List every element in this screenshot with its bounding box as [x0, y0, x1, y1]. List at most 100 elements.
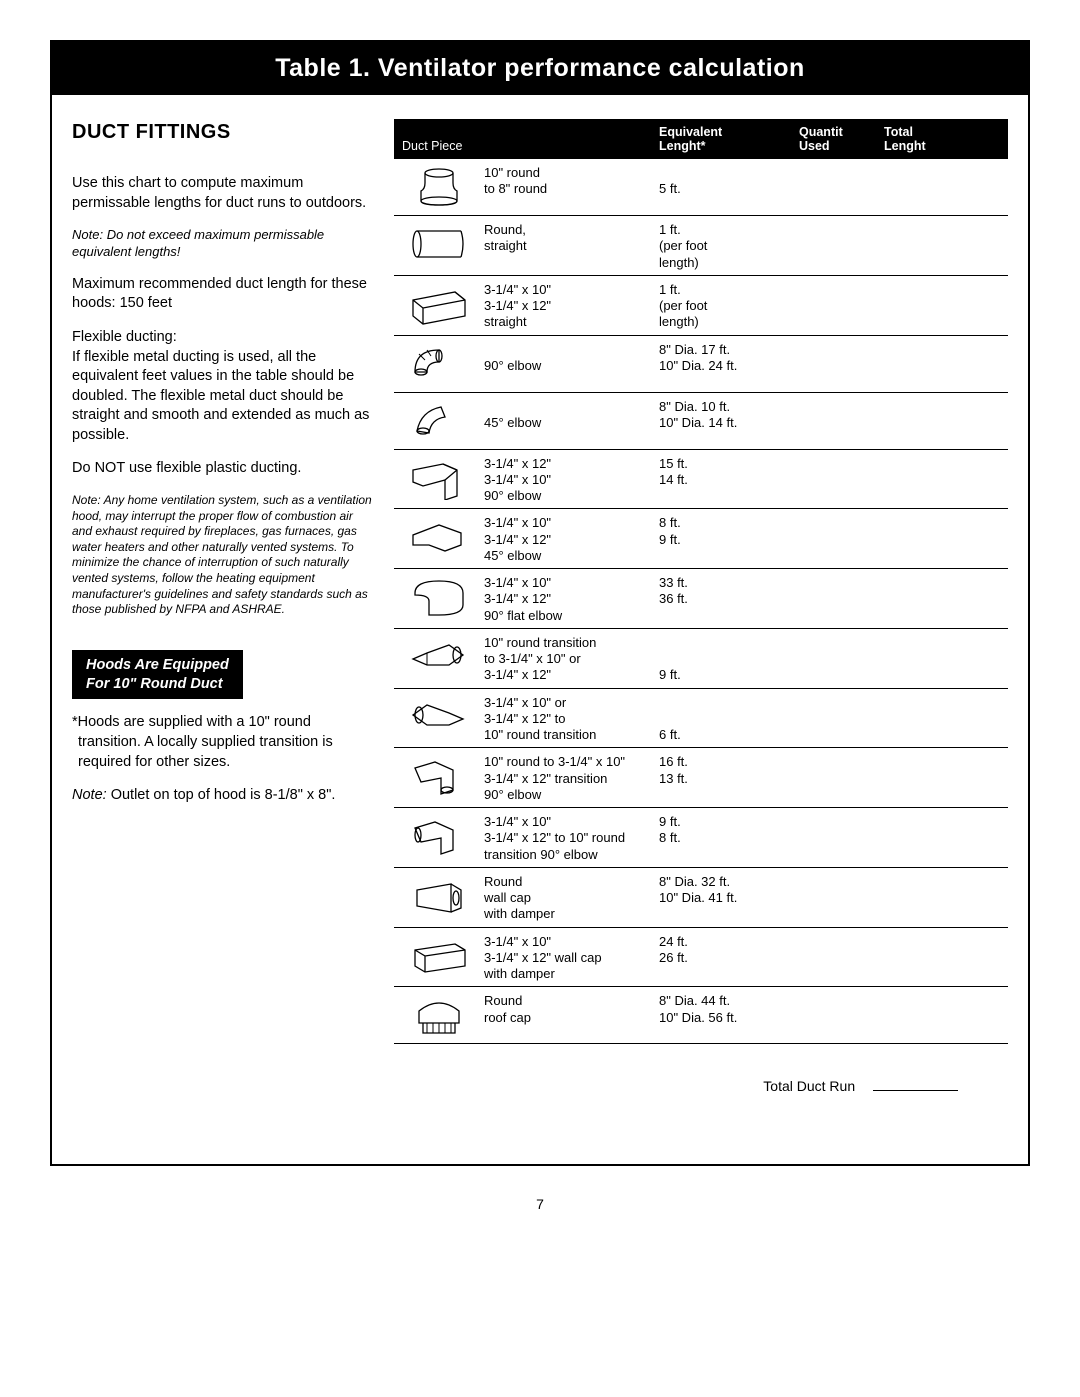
- equivalent-length: 15 ft. 14 ft.: [659, 454, 799, 489]
- table-row: 3-1/4" x 10" 3-1/4" x 12" 45° elbow8 ft.…: [394, 509, 1008, 569]
- duct-piece-icon-cell: [394, 280, 484, 328]
- content-area: DUCT FITTINGS Use this chart to compute …: [52, 95, 1028, 1164]
- table-row: 45° elbow8" Dia. 10 ft. 10" Dia. 14 ft.: [394, 393, 1008, 450]
- table-row: Round wall cap with damper8" Dia. 32 ft.…: [394, 868, 1008, 928]
- section-heading: DUCT FITTINGS: [72, 119, 372, 146]
- header-eq-l2: Lenght*: [659, 139, 706, 153]
- table-body: 10" round to 8" round 5 ft.Round, straig…: [394, 159, 1008, 1044]
- duct-piece-icon-cell: [394, 573, 484, 621]
- duct-piece-icon-cell: [394, 397, 484, 445]
- equivalent-length: 8" Dia. 44 ft. 10" Dia. 56 ft.: [659, 991, 799, 1026]
- hoods-box-line2: For 10" Round Duct: [86, 676, 223, 692]
- equivalent-length: 16 ft. 13 ft.: [659, 752, 799, 787]
- table-header: Duct Piece Equivalent Lenght* Quantit Us…: [394, 119, 1008, 159]
- hoods-box-line1: Hoods Are Equipped: [86, 657, 229, 673]
- duct-piece-description: Round wall cap with damper: [484, 872, 659, 923]
- note-3: Note: Outlet on top of hood is 8-1/8" x …: [72, 786, 372, 806]
- table-row: 3-1/4" x 10" 3-1/4" x 12" to 10" round t…: [394, 808, 1008, 868]
- header-duct-piece-label: Duct Piece: [402, 139, 462, 153]
- table-row: 3-1/4" x 10" or 3-1/4" x 12" to 10" roun…: [394, 689, 1008, 749]
- duct-piece-description: 3-1/4" x 10" 3-1/4" x 12" 45° elbow: [484, 513, 659, 564]
- duct-piece-description: Round roof cap: [484, 991, 659, 1026]
- round-90-icon: [405, 342, 473, 386]
- transition-a-icon: [405, 635, 473, 679]
- total-duct-run: Total Duct Run: [394, 1044, 1008, 1104]
- table-row: Round, straight1 ft. (per foot length): [394, 216, 1008, 276]
- rect-flat-90-icon: [405, 575, 473, 619]
- equivalent-length: 1 ft. (per foot length): [659, 280, 799, 331]
- header-eq-l1: Equivalent: [659, 125, 722, 139]
- header-tot-l2: Lenght: [884, 139, 926, 153]
- duct-piece-description: 3-1/4" x 10" 3-1/4" x 12" to 10" round t…: [484, 812, 659, 863]
- equivalent-length: 5 ft.: [659, 163, 799, 198]
- total-duct-run-label: Total Duct Run: [763, 1078, 855, 1094]
- header-tot-l1: Total: [884, 125, 913, 139]
- duct-piece-description: 3-1/4" x 10" 3-1/4" x 12" straight: [484, 280, 659, 331]
- duct-piece-icon-cell: [394, 693, 484, 741]
- duct-piece-icon-cell: [394, 513, 484, 561]
- header-qty-l2: Used: [799, 139, 830, 153]
- duct-piece-description: 45° elbow: [484, 397, 659, 432]
- transition-90b-icon: [405, 814, 473, 858]
- duct-piece-icon-cell: [394, 633, 484, 681]
- duct-piece-icon-cell: [394, 454, 484, 502]
- duct-piece-icon-cell: [394, 872, 484, 920]
- table-row: 3-1/4" x 12" 3-1/4" x 10" 90° elbow15 ft…: [394, 450, 1008, 510]
- note-1-label: Note:: [72, 227, 103, 242]
- duct-piece-icon-cell: [394, 752, 484, 800]
- duct-piece-icon-cell: [394, 163, 484, 211]
- duct-piece-icon-cell: [394, 340, 484, 388]
- roof-cap-icon: [405, 993, 473, 1037]
- duct-piece-icon-cell: [394, 220, 484, 268]
- equivalent-length: 9 ft.: [659, 633, 799, 684]
- equivalent-length: 8" Dia. 10 ft. 10" Dia. 14 ft.: [659, 397, 799, 432]
- hoods-supplied-paragraph: *Hoods are supplied with a 10" round tra…: [72, 713, 372, 772]
- table-row: 90° elbow8" Dia. 17 ft. 10" Dia. 24 ft.: [394, 336, 1008, 393]
- equivalent-length: 8" Dia. 17 ft. 10" Dia. 24 ft.: [659, 340, 799, 375]
- title-bar: Table 1. Ventilator performance calculat…: [52, 42, 1028, 95]
- transition-b-icon: [405, 695, 473, 739]
- round-45-icon: [405, 399, 473, 443]
- note-2: Note: Any home ventilation system, such …: [72, 493, 372, 618]
- equivalent-length: 24 ft. 26 ft.: [659, 932, 799, 967]
- note-2-label: Note:: [72, 493, 101, 507]
- round-straight-icon: [405, 222, 473, 266]
- transition-90a-icon: [405, 754, 473, 798]
- table-row: 3-1/4" x 10" 3-1/4" x 12" wall cap with …: [394, 928, 1008, 988]
- max-length-paragraph: Maximum recommended duct length for thes…: [72, 275, 372, 314]
- duct-piece-description: Round, straight: [484, 220, 659, 255]
- table-row: 3-1/4" x 10" 3-1/4" x 12" 90° flat elbow…: [394, 569, 1008, 629]
- header-total-length: Total Lenght: [884, 125, 1008, 153]
- duct-piece-description: 3-1/4" x 10" 3-1/4" x 12" wall cap with …: [484, 932, 659, 983]
- equivalent-length: 6 ft.: [659, 693, 799, 744]
- rect-90-icon: [405, 456, 473, 500]
- duct-piece-description: 10" round transition to 3-1/4" x 10" or …: [484, 633, 659, 684]
- table-row: 10" round transition to 3-1/4" x 10" or …: [394, 629, 1008, 689]
- equivalent-length: 33 ft. 36 ft.: [659, 573, 799, 608]
- equivalent-length: 9 ft. 8 ft.: [659, 812, 799, 847]
- wall-cap-round-icon: [405, 874, 473, 918]
- note-1: Note: Do not exceed maximum permissable …: [72, 227, 372, 261]
- page-frame: Table 1. Ventilator performance calculat…: [50, 40, 1030, 1166]
- hoods-equipped-box: Hoods Are Equipped For 10" Round Duct: [72, 650, 243, 700]
- header-duct-piece: Duct Piece: [394, 139, 659, 153]
- equivalent-length: 8 ft. 9 ft.: [659, 513, 799, 548]
- intro-paragraph: Use this chart to compute maximum permis…: [72, 174, 372, 213]
- header-qty-l1: Quantit: [799, 125, 843, 139]
- duct-piece-description: 90° elbow: [484, 340, 659, 375]
- table-row: Round roof cap8" Dia. 44 ft. 10" Dia. 56…: [394, 987, 1008, 1044]
- equivalent-length: 8" Dia. 32 ft. 10" Dia. 41 ft.: [659, 872, 799, 907]
- duct-piece-description: 3-1/4" x 10" 3-1/4" x 12" 90° flat elbow: [484, 573, 659, 624]
- equivalent-length: 1 ft. (per foot length): [659, 220, 799, 271]
- header-quantity-used: Quantit Used: [799, 125, 884, 153]
- note-3-text: Outlet on top of hood is 8-1/8" x 8".: [107, 787, 336, 803]
- reducer-icon: [405, 165, 473, 209]
- rect-straight-icon: [405, 282, 473, 326]
- table-row: 3-1/4" x 10" 3-1/4" x 12" straight1 ft. …: [394, 276, 1008, 336]
- table-row: 10" round to 8" round 5 ft.: [394, 159, 1008, 216]
- total-duct-run-blank: [873, 1090, 958, 1091]
- no-plastic-paragraph: Do NOT use flexible plastic ducting.: [72, 459, 372, 479]
- flexible-ducting-paragraph: Flexible ducting: If flexible metal duct…: [72, 328, 372, 445]
- page-number: 7: [0, 1186, 1080, 1252]
- duct-table: Duct Piece Equivalent Lenght* Quantit Us…: [394, 119, 1008, 1104]
